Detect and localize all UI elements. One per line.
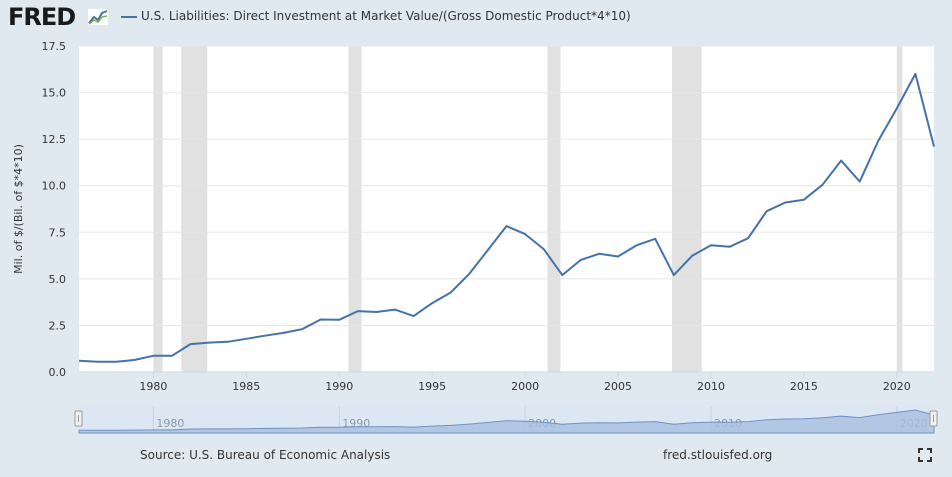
y-axis-ticks: 0.0 2.5 5.0 7.5 10.0 12.5 15.0 17.5 [42,40,67,379]
x-tick-label: 1985 [232,380,260,393]
series-line [78,72,935,363]
y-tick-label: 10.0 [42,180,67,193]
series-layer [78,72,935,363]
y-tick-label: 7.5 [49,226,67,239]
chart: 0.0 2.5 5.0 7.5 10.0 12.5 15.0 17.5 1980 1985 199… [12,40,938,434]
y-axis-label: Mil. of $/(Bil. of $*4*10) [12,144,25,274]
recession-bands [153,46,903,372]
y-tick-label: 2.5 [49,319,67,332]
range-navigator[interactable]: 19801990200020102020 [74,406,938,434]
recession-band-1 [181,46,208,372]
fred-logo[interactable]: FRED [8,3,76,31]
y-tick-label: 0.0 [49,366,67,379]
x-tick-label: 2000 [511,380,539,393]
fullscreen-icon[interactable] [918,448,932,462]
chart-header: FRED U.S. Liabilities: Direct Investment… [0,0,952,36]
navigator-series-area [78,409,935,434]
y-tick-label: 15.0 [42,87,67,100]
y-tick-label: 12.5 [42,133,67,146]
navigator-tick-label: 1980 [156,417,184,430]
recession-band-4 [671,46,702,372]
y-tick-label: 17.5 [42,40,67,53]
fred-url-link[interactable]: fred.stlouisfed.org [663,448,773,462]
x-tick-label: 1980 [139,380,167,393]
source-attribution: Source: U.S. Bureau of Economic Analysis [140,448,391,462]
x-tick-label: 1990 [325,380,353,393]
legend-line-swatch [121,16,137,18]
x-tick-label: 2015 [790,380,818,393]
y-tick-label: 5.0 [49,273,67,286]
plot-background [79,46,934,372]
gridlines [79,45,934,373]
x-tick-label: 2005 [604,380,632,393]
recession-band-5 [896,46,903,372]
recession-band-0 [153,46,163,372]
x-tick-label: 1995 [418,380,446,393]
recession-band-2 [348,46,362,372]
legend-series-title[interactable]: U.S. Liabilities: Direct Investment at M… [141,9,631,23]
x-tick-label: 2010 [697,380,725,393]
x-axis-ticks: 1980 1985 1990 1995 2000 2005 2010 2015 2020 [139,372,911,393]
recession-band-3 [547,46,561,372]
x-tick-label: 2020 [883,380,911,393]
fred-logo-chart-icon [87,8,109,26]
